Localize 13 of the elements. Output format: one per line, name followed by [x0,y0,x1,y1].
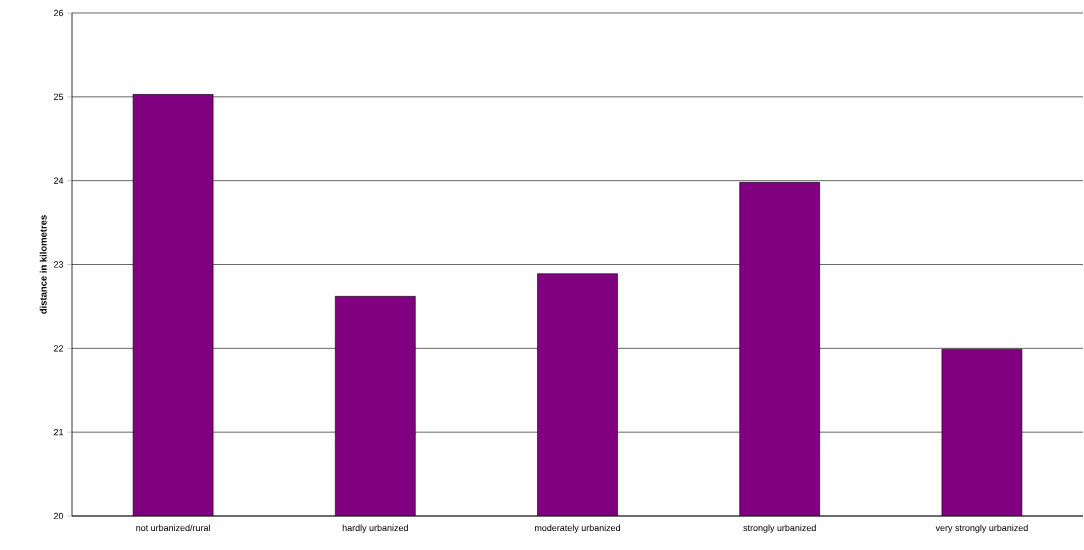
y-axis-title: distance in kilometres [39,215,47,314]
x-tick-label: strongly urbanized [743,524,816,533]
y-tick-label: 22 [53,345,64,352]
x-tick-label: moderately urbanized [534,524,621,533]
y-tick-label: 23 [53,261,64,268]
y-tick-label: 26 [53,9,64,17]
x-tick-label: hardly urbanized [342,524,408,533]
y-tick-label: 25 [53,93,64,101]
y-tick-label: 21 [53,429,64,436]
x-tick-label: very strongly urbanized [935,524,1028,533]
y-tick-label: 24 [53,177,64,184]
y-tick-label: 20 [53,512,64,520]
x-tick-label: not urbanized/rural [136,524,210,532]
